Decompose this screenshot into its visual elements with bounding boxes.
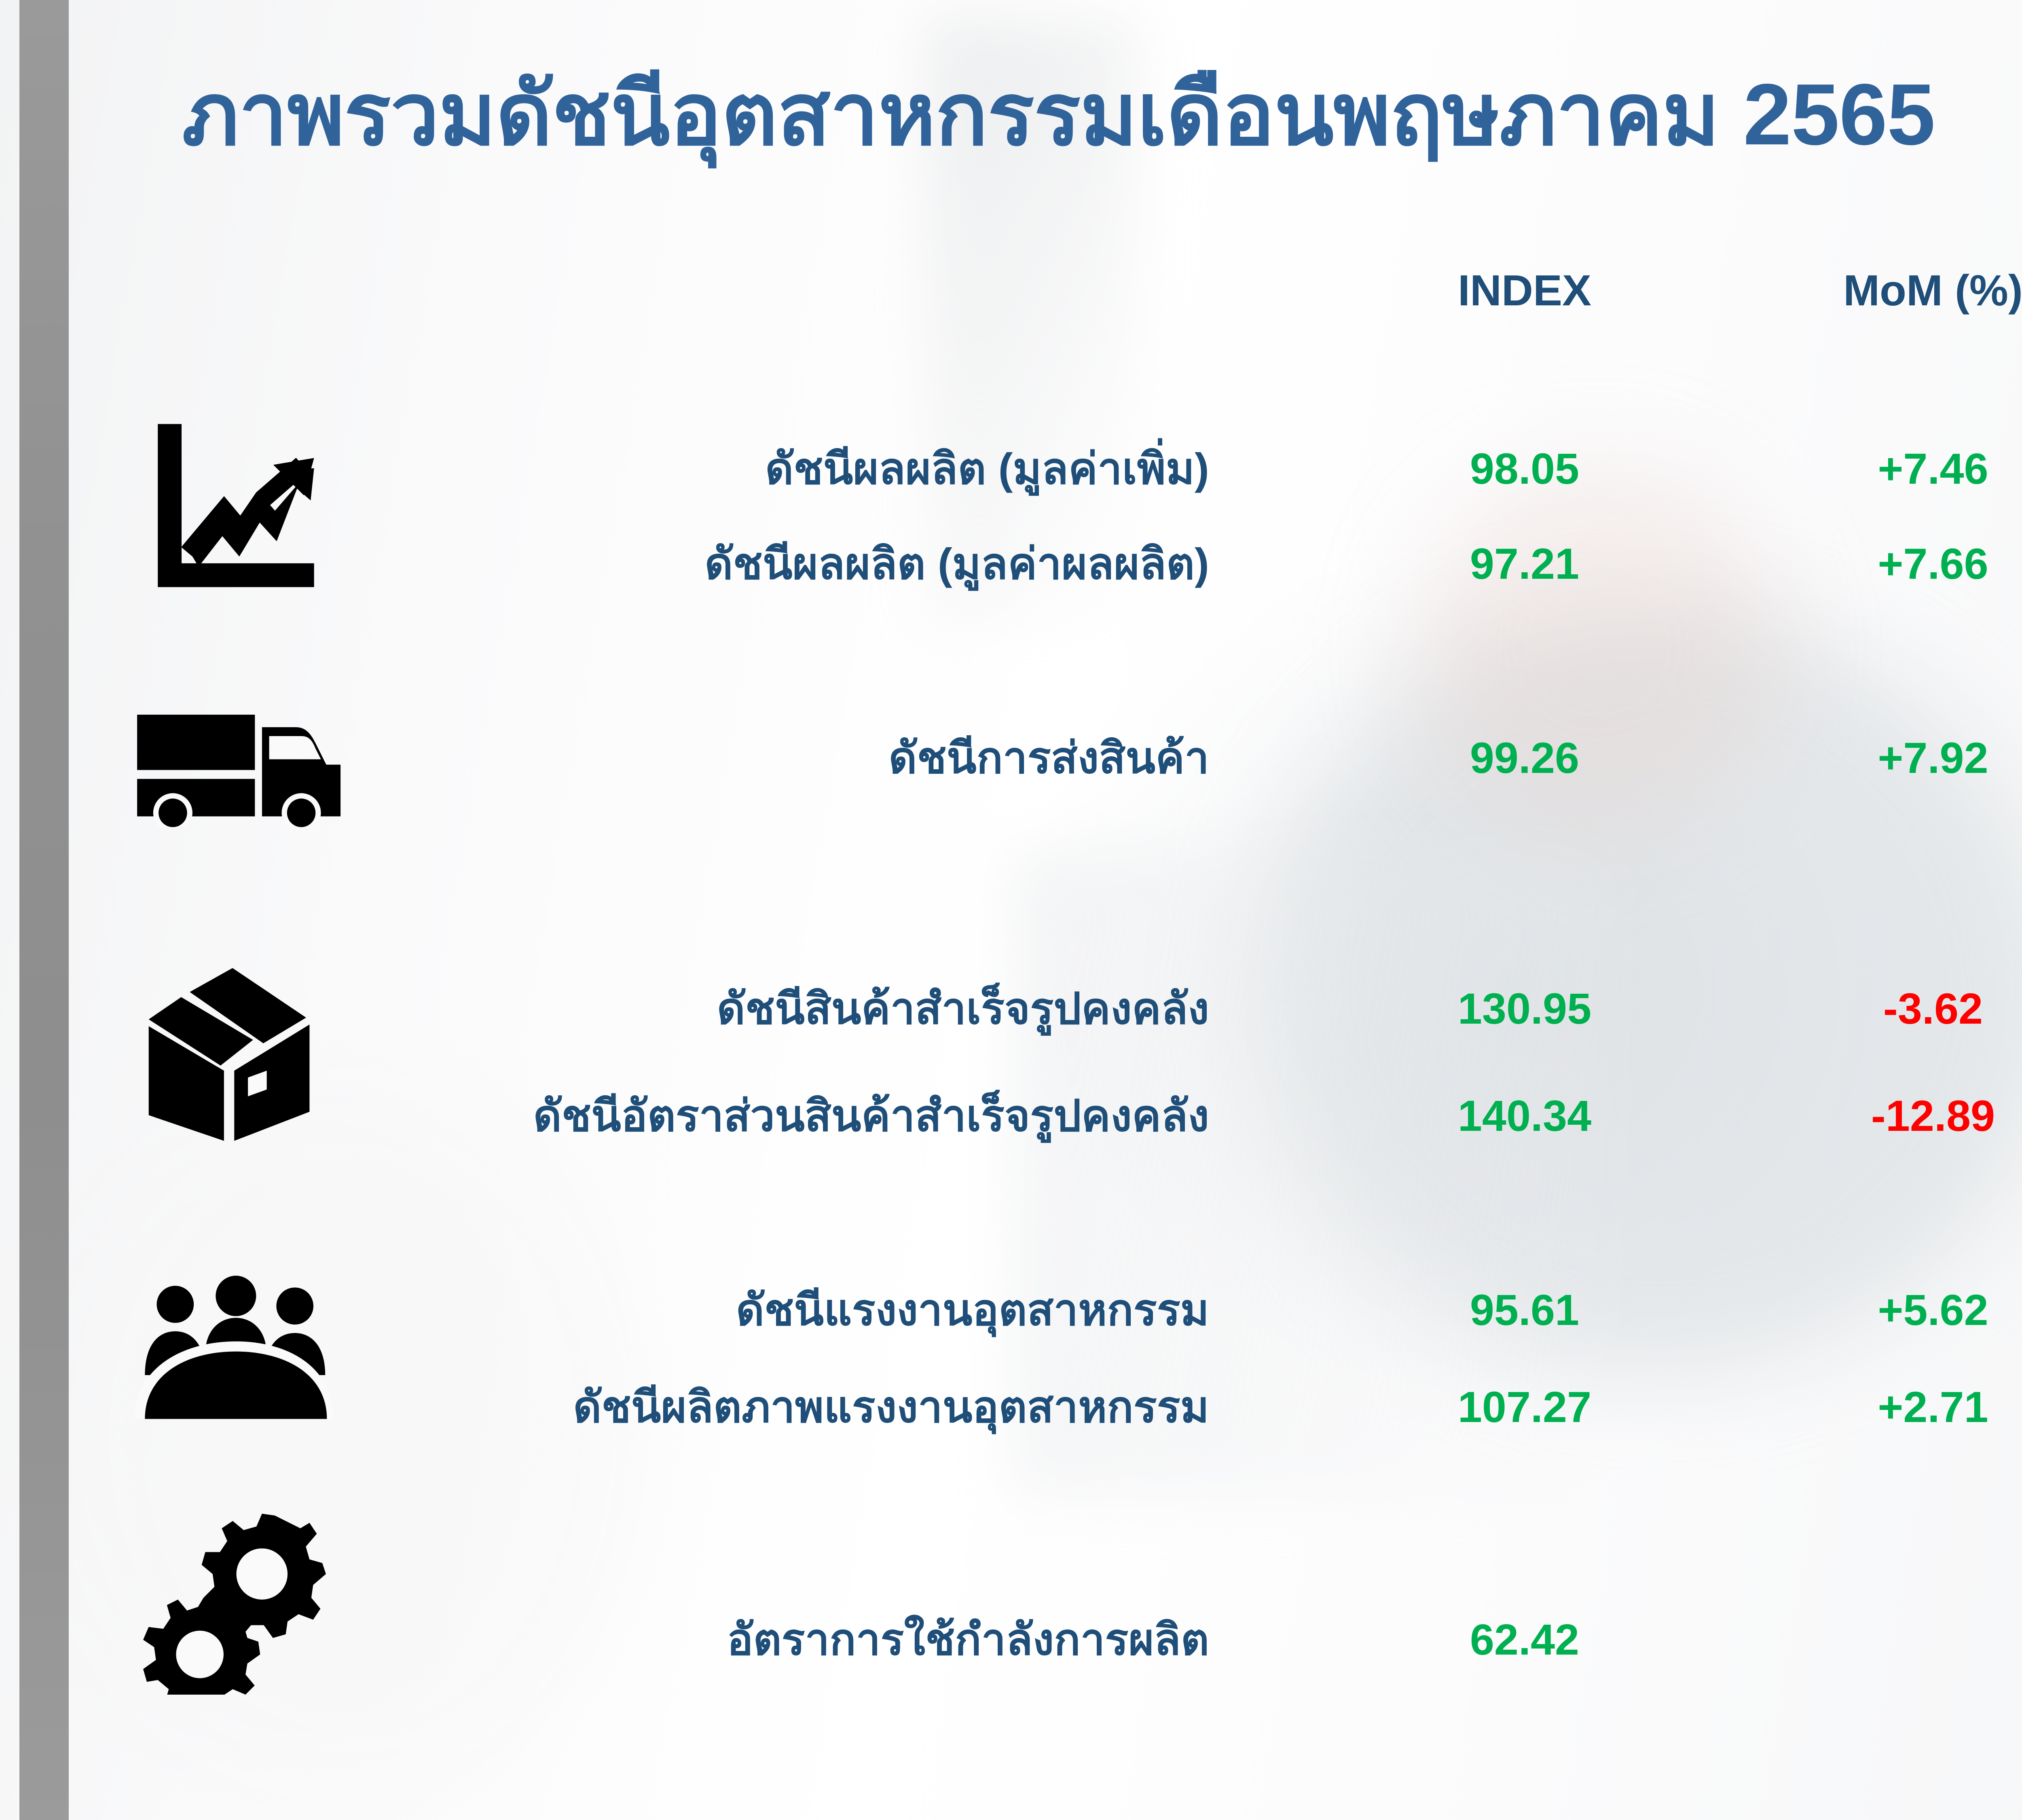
table-row: ดัชนีการส่งสินค้า 99.26 +7.92 -0.44	[0, 736, 2022, 785]
row-label: ดัชนีแรงงานอุตสาหกรรม	[736, 1285, 1209, 1334]
table-row: ดัชนีผลผลิต (มูลค่าผลผลิต) 97.21 +7.66 -…	[0, 542, 2022, 590]
cell-mom: +7.46	[1878, 444, 1988, 493]
delivery-truck-icon	[133, 706, 348, 827]
people-group-icon	[131, 1270, 334, 1420]
row-label: ดัชนีสินค้าสำเร็จรูปคงคลัง	[717, 984, 1209, 1033]
cell-index: 130.95	[1457, 984, 1592, 1033]
package-box-icon	[146, 965, 319, 1143]
cell-index: 62.42	[1470, 1615, 1580, 1664]
cell-mom: +7.92	[1878, 733, 1988, 782]
cell-index: 140.34	[1457, 1091, 1592, 1140]
row-label: ดัชนีผลผลิต (มูลค่าผลผลิต)	[704, 539, 1209, 588]
row-label: ดัชนีผลิตภาพแรงงานอุตสาหกรรม	[573, 1382, 1209, 1431]
cell-mom: +7.66	[1878, 539, 1988, 588]
cell-index: 107.27	[1457, 1382, 1592, 1431]
cell-mom: +2.71	[1878, 1382, 1988, 1431]
table-row: ดัชนีสินค้าสำเร็จรูปคงคลัง 130.95 -3.62 …	[0, 987, 2022, 1035]
table-row: ดัชนีผลผลิต (มูลค่าเพิ่ม) 98.05 +7.46 -2…	[0, 447, 2022, 495]
cell-mom: -3.62	[1883, 984, 1983, 1033]
cell-index: 97.21	[1470, 539, 1580, 588]
row-label: ดัชนีอัตราส่วนสินค้าสำเร็จรูปคงคลัง	[533, 1091, 1209, 1140]
left-accent-bar	[19, 0, 69, 1820]
gears-icon	[133, 1505, 336, 1695]
row-label: อัตราการใช้กำลังการผลิต	[727, 1615, 1209, 1664]
cell-index: 98.05	[1470, 444, 1580, 493]
table-row: ดัชนีแรงงานอุตสาหกรรม 95.61 +5.62 +2.89	[0, 1288, 2022, 1337]
cell-mom: +5.62	[1878, 1285, 1988, 1334]
table-row: ดัชนีอัตราส่วนสินค้าสำเร็จรูปคงคลัง 140.…	[0, 1094, 2022, 1143]
column-header-mom: MoM (%)	[1843, 266, 2022, 315]
line-chart-up-icon	[144, 421, 321, 590]
page-title: ภาพรวมดัชนีอุตสาหกรรมเดือนพฤษภาคม 2565	[182, 66, 1935, 163]
cell-index: 99.26	[1470, 733, 1580, 782]
table-row: ดัชนีผลิตภาพแรงงานอุตสาหกรรม 107.27 +2.7…	[0, 1385, 2022, 1434]
cell-mom: -12.89	[1871, 1091, 1995, 1140]
row-label: ดัชนีการส่งสินค้า	[888, 733, 1209, 782]
table-row: อัตราการใช้กำลังการผลิต 62.42	[0, 1618, 2022, 1666]
column-header-index: INDEX	[1457, 266, 1592, 315]
cell-index: 95.61	[1470, 1285, 1580, 1334]
row-label: ดัชนีผลผลิต (มูลค่าเพิ่ม)	[765, 444, 1209, 493]
